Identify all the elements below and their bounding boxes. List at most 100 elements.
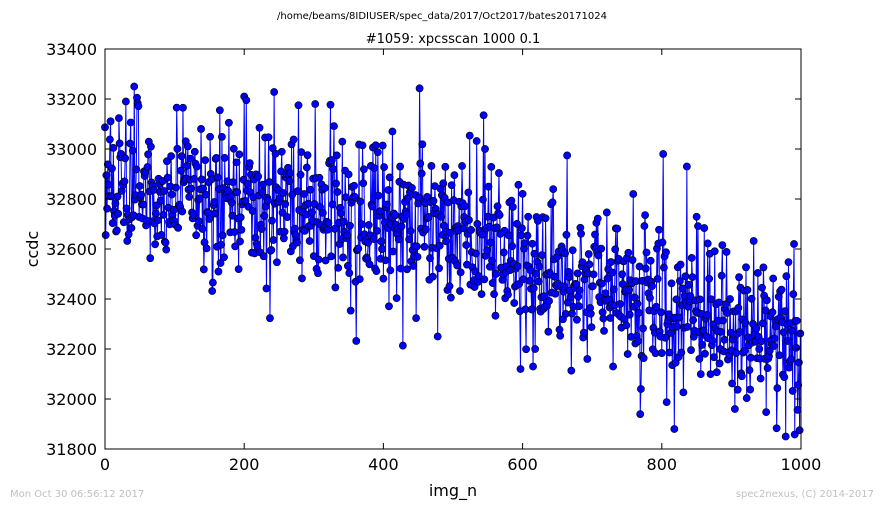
data-point xyxy=(789,290,798,299)
data-point xyxy=(179,103,187,112)
data-point xyxy=(120,177,129,186)
data-point xyxy=(625,285,633,294)
data-point xyxy=(315,173,324,182)
data-point xyxy=(600,326,608,335)
data-point xyxy=(391,211,400,220)
data-point xyxy=(516,365,525,373)
data-point xyxy=(258,188,267,196)
data-point xyxy=(318,209,327,217)
data-point xyxy=(357,220,366,229)
data-point xyxy=(229,178,237,187)
data-point xyxy=(636,410,645,418)
data-point xyxy=(465,216,473,224)
data-point xyxy=(788,387,797,395)
data-point xyxy=(587,323,596,332)
data-point xyxy=(409,262,418,270)
data-point xyxy=(719,316,727,325)
data-point xyxy=(726,295,734,303)
data-point xyxy=(585,260,594,269)
data-point xyxy=(479,111,488,120)
data-point xyxy=(535,262,544,271)
data-point xyxy=(339,217,348,226)
data-point xyxy=(732,349,741,357)
data-point xyxy=(757,337,766,346)
data-point xyxy=(657,349,666,357)
data-point xyxy=(641,264,650,273)
data-point xyxy=(602,208,611,217)
data-point xyxy=(670,425,679,433)
data-point xyxy=(314,269,322,278)
data-point xyxy=(414,193,423,202)
data-point xyxy=(235,150,244,159)
data-point xyxy=(427,162,436,170)
data-point xyxy=(173,144,182,153)
data-point xyxy=(574,292,583,301)
data-point xyxy=(456,268,465,277)
data-point xyxy=(730,405,739,413)
data-point xyxy=(578,258,587,267)
data-point xyxy=(382,200,391,209)
data-point xyxy=(472,137,481,145)
data-point xyxy=(280,227,289,236)
data-point xyxy=(302,163,311,172)
data-point xyxy=(113,192,122,201)
data-point xyxy=(197,175,206,184)
x-tick-label: 1000 xyxy=(781,455,822,474)
data-point xyxy=(572,315,581,324)
data-point xyxy=(488,256,496,265)
data-point xyxy=(762,408,771,416)
data-point xyxy=(622,321,631,330)
data-point xyxy=(710,247,719,256)
data-point xyxy=(243,179,252,188)
data-point xyxy=(167,190,176,199)
data-point xyxy=(324,219,333,227)
data-point xyxy=(514,180,523,189)
data-point xyxy=(624,248,633,257)
data-point xyxy=(633,299,642,308)
data-point xyxy=(658,238,667,247)
data-point xyxy=(233,188,242,197)
x-tick-label: 800 xyxy=(647,455,678,474)
data-point xyxy=(331,283,340,292)
data-point xyxy=(346,306,355,315)
data-point xyxy=(657,308,665,317)
data-point xyxy=(114,209,123,218)
data-point xyxy=(135,182,144,190)
data-point xyxy=(529,362,537,371)
data-point xyxy=(177,152,186,161)
data-point xyxy=(220,253,228,262)
data-point xyxy=(749,237,758,245)
data-point xyxy=(406,227,415,235)
data-point xyxy=(472,249,480,258)
data-point xyxy=(484,182,493,191)
data-point xyxy=(623,350,632,358)
data-point xyxy=(492,270,501,278)
data-point xyxy=(594,251,603,260)
data-point xyxy=(101,231,110,239)
data-point xyxy=(525,276,534,285)
data-point xyxy=(618,270,627,279)
data-point xyxy=(744,333,752,342)
data-point xyxy=(379,274,388,283)
data-point xyxy=(538,251,546,259)
data-point xyxy=(435,264,443,273)
data-point xyxy=(278,208,287,217)
data-point xyxy=(333,188,342,196)
data-point xyxy=(264,133,273,142)
data-point xyxy=(389,247,398,256)
data-point xyxy=(659,150,668,158)
data-point xyxy=(377,237,386,246)
data-point xyxy=(298,274,306,283)
data-point xyxy=(128,146,137,155)
data-point xyxy=(255,123,264,132)
data-point xyxy=(462,241,471,249)
data-point xyxy=(163,157,171,166)
plot-area xyxy=(101,82,805,441)
data-point xyxy=(192,162,201,171)
data-point xyxy=(109,143,118,152)
axis-ticks: 0 200 400 600 800 1000 31800 32000 32200 32400 326… xyxy=(46,40,821,474)
data-point xyxy=(683,322,692,331)
data-point xyxy=(742,263,750,272)
data-point xyxy=(281,200,290,208)
data-point xyxy=(695,354,704,363)
